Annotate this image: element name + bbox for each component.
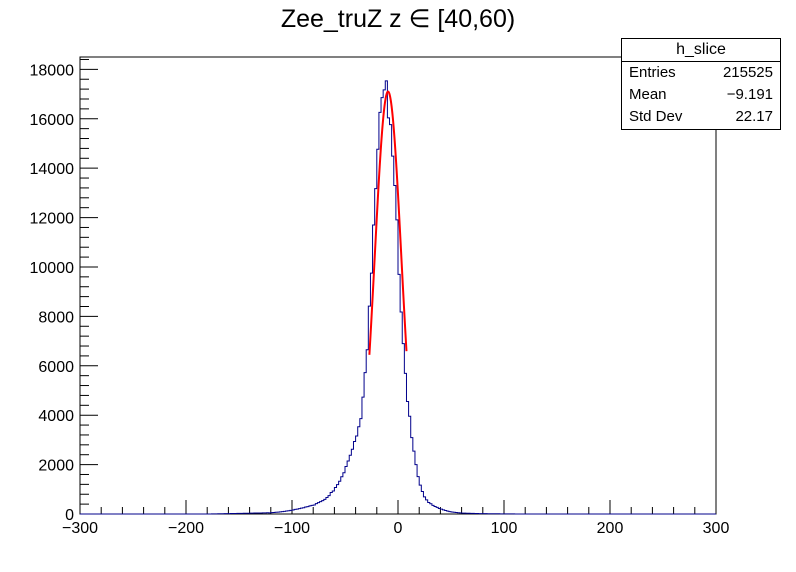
y-tick-label: 12000 bbox=[30, 211, 75, 228]
x-tick-label: 0 bbox=[394, 520, 403, 537]
x-tick-label: −100 bbox=[274, 520, 310, 537]
stats-box-title: h_slice bbox=[622, 39, 780, 62]
y-tick-label: 10000 bbox=[30, 260, 75, 277]
y-tick-label: 18000 bbox=[30, 62, 75, 79]
stats-box: h_slice Entries 215525 Mean −9.191 Std D… bbox=[621, 38, 781, 130]
x-tick-label: −300 bbox=[62, 520, 98, 537]
stats-entries-value: 215525 bbox=[722, 64, 773, 81]
y-tick-label: 4000 bbox=[38, 408, 74, 425]
chart-title: Zee_truZ z ∈ [40,60) bbox=[280, 5, 516, 33]
stats-entries-label: Entries bbox=[629, 64, 676, 81]
stats-stddev-value: 22.17 bbox=[735, 108, 773, 125]
stats-mean-value: −9.191 bbox=[726, 86, 773, 103]
x-tick-label: 300 bbox=[703, 520, 730, 537]
stats-row-mean: Mean −9.191 bbox=[622, 84, 780, 106]
histogram-outline bbox=[80, 80, 716, 515]
y-tick-label: 14000 bbox=[30, 161, 75, 178]
y-tick-label: 16000 bbox=[30, 112, 75, 129]
stats-mean-label: Mean bbox=[629, 86, 667, 103]
x-tick-label: 200 bbox=[597, 520, 624, 537]
stats-row-stddev: Std Dev 22.17 bbox=[622, 106, 780, 128]
y-tick-label: 2000 bbox=[38, 458, 74, 475]
y-tick-label: 8000 bbox=[38, 309, 74, 326]
y-tick-label: 6000 bbox=[38, 359, 74, 376]
gaussian-fit-curve bbox=[368, 90, 408, 355]
axes: −300 −200 −100 0 100 200 300 0 2000 4000 6000 8000 1… bbox=[30, 58, 730, 537]
stats-stddev-label: Std Dev bbox=[629, 108, 683, 125]
stats-row-entries: Entries 215525 bbox=[622, 62, 780, 84]
y-tick-label: 0 bbox=[65, 507, 74, 524]
x-tick-label: −200 bbox=[168, 520, 204, 537]
chart-marks bbox=[80, 80, 716, 515]
x-tick-label: 100 bbox=[491, 520, 518, 537]
